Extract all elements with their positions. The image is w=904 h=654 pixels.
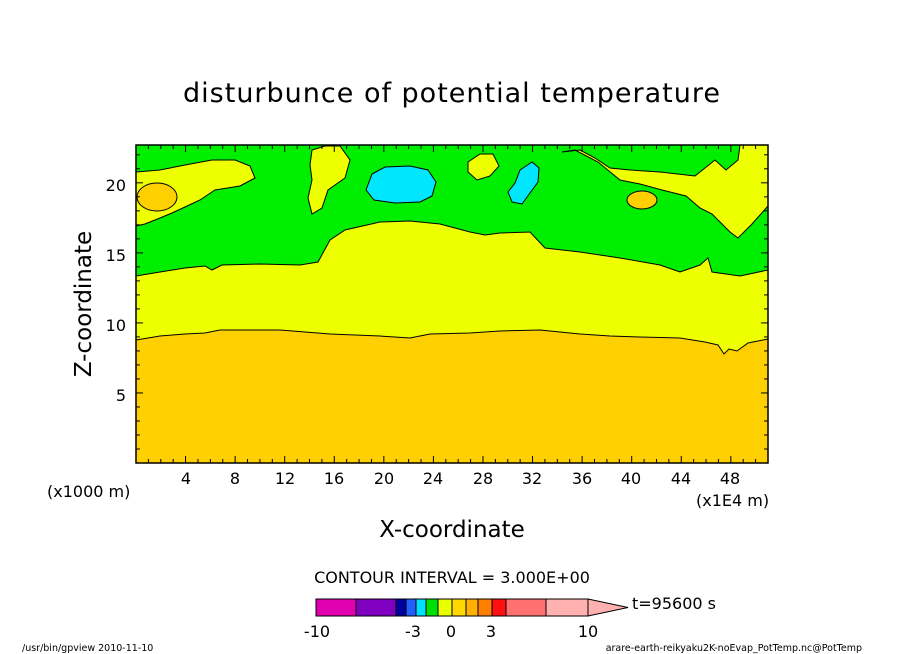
x-tick-label: 24	[423, 469, 443, 488]
plot-area	[135, 144, 769, 464]
x-tick-label: 8	[230, 469, 240, 488]
colorbar-swatch	[315, 598, 357, 617]
field-yellow-top-right	[561, 145, 768, 239]
time-label: t=95600 s	[632, 594, 716, 613]
colorbar-swatch	[477, 598, 493, 617]
y-tick-label: 20	[106, 176, 126, 195]
colorbar-tick-label: -3	[405, 622, 421, 641]
x-axis-labels: 4 8 12 16 20 24 28 32 36 40 44 48	[181, 469, 740, 488]
x-tick-label: 20	[374, 469, 394, 488]
plot-frame	[135, 144, 769, 464]
colorbar-swatch	[425, 598, 439, 617]
y-axis-labels: 5 10 15 20	[106, 176, 126, 405]
x-tick-label: 48	[720, 469, 740, 488]
colorbar-swatch	[505, 598, 547, 617]
field-orange-region	[136, 329, 768, 463]
colorbar-tick-label: -10	[304, 622, 330, 641]
x-tick-label: 32	[522, 469, 542, 488]
colorbar-labels: -10 -3 0 3 10	[304, 622, 598, 641]
y-tick-label: 15	[106, 246, 126, 265]
colorbar-swatch	[451, 598, 467, 617]
x-tick-label: 16	[324, 469, 344, 488]
y-axis-title: Z-coordinate	[71, 231, 97, 377]
colorbar-swatch	[395, 598, 407, 617]
colorbar-swatch	[545, 598, 589, 617]
field-cyan-cell-large	[365, 165, 437, 204]
field-orange-cell-left	[136, 182, 178, 212]
footer-right: arare-earth-reikyaku2K-noEvap_PotTemp.nc…	[606, 643, 862, 654]
x-tick-label: 36	[572, 469, 592, 488]
field-yellow-blob-29	[467, 153, 500, 181]
y-tick-label: 10	[106, 316, 126, 335]
x-tick-label: 28	[473, 469, 493, 488]
colorbar-tick-label: 10	[578, 622, 598, 641]
footer-left: /usr/bin/gpview 2010-11-10	[22, 643, 153, 654]
x-tick-label: 44	[671, 469, 691, 488]
x-unit-label-alt: (x1E4 m)	[696, 491, 769, 510]
axis-ticks	[136, 145, 768, 463]
chart-title: disturbunce of potential temperature	[183, 78, 721, 109]
x-axis-title: X-coordinate	[379, 517, 525, 543]
colorbar-extend-arrow	[587, 598, 629, 617]
colorbar-swatch	[437, 598, 453, 617]
contour-interval-label: CONTOUR INTERVAL = 3.000E+00	[314, 568, 590, 587]
x-tick-label: 4	[181, 469, 191, 488]
x-tick-label: 12	[275, 469, 295, 488]
colorbar	[315, 598, 629, 617]
colorbar-swatch	[355, 598, 397, 617]
field-yellow-blob-16	[307, 145, 351, 215]
x-unit-label: (x1000 m)	[47, 482, 130, 501]
colorbar-tick-label: 3	[486, 622, 496, 641]
x-tick-label: 40	[621, 469, 641, 488]
colorbar-swatch	[405, 598, 417, 617]
colorbar-swatch	[465, 598, 479, 617]
colorbar-tick-label: 0	[446, 622, 456, 641]
field-cyan-cell-small	[507, 161, 540, 205]
y-tick-label: 5	[116, 386, 126, 405]
field-orange-cell-right	[626, 190, 658, 210]
colorbar-swatch	[415, 598, 427, 617]
colorbar-swatch	[491, 598, 507, 617]
